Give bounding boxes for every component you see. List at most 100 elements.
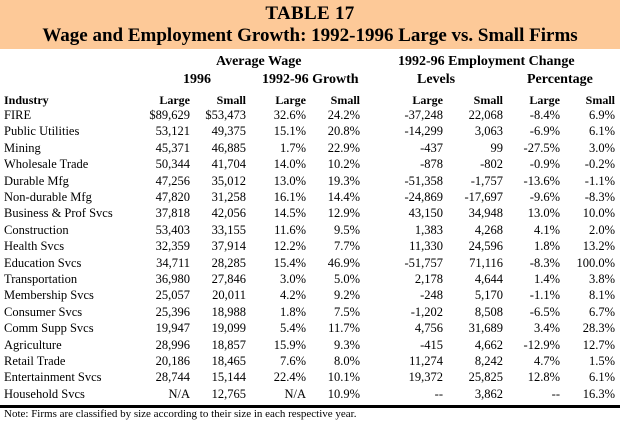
table-row: Wholesale Trade 50,344 41,704 14.0% 10.2% -87… bbox=[0, 157, 620, 174]
levels-large-cell: -878 bbox=[420, 157, 443, 172]
wage-small-cell: 15,144 bbox=[211, 370, 246, 385]
levels-small-cell: 31,689 bbox=[468, 321, 503, 336]
growth-large-cell: 15.9% bbox=[273, 337, 306, 352]
industry-cell: Business & Prof Svcs bbox=[4, 206, 113, 221]
levels-large-cell: -415 bbox=[420, 337, 443, 352]
wage-small-cell: 35,012 bbox=[211, 173, 246, 188]
wage-large-cell: 45,371 bbox=[155, 140, 190, 155]
bottom-rule bbox=[0, 405, 620, 408]
pct-small-cell: 13.2% bbox=[582, 239, 615, 254]
levels-small-cell: 4,644 bbox=[474, 272, 503, 286]
pct-small-cell: 2.0% bbox=[588, 222, 615, 237]
wage-small-cell: 42,056 bbox=[211, 206, 246, 221]
levels-small-cell: 4,662 bbox=[474, 337, 503, 352]
pct-large-cell: -- bbox=[551, 386, 560, 401]
levels-large-cell: 4,756 bbox=[414, 321, 443, 336]
table-row: Entertainment Svcs 28,744 15,144 22.4% 10.1%… bbox=[0, 370, 620, 387]
table-row: Agriculture 28,996 18,857 15.9% 9.3% -415 4,66… bbox=[0, 338, 620, 355]
wage-small-cell: 18,465 bbox=[211, 354, 246, 368]
wage-large-cell: 53,403 bbox=[155, 222, 190, 237]
column-header-wage-small: Small bbox=[216, 93, 246, 107]
wage-large-cell: 36,980 bbox=[155, 272, 190, 286]
growth-large-cell: 4.2% bbox=[279, 288, 306, 303]
levels-small-cell: -1,757 bbox=[470, 173, 503, 188]
pct-large-cell: -9.6% bbox=[529, 190, 560, 204]
header-employment-change: 1992-96 Employment Change bbox=[398, 54, 575, 69]
growth-small-cell: 19.3% bbox=[327, 173, 360, 188]
wage-large-cell: 25,057 bbox=[155, 288, 190, 303]
industry-cell: Comm Supp Svcs bbox=[4, 321, 94, 336]
pct-large-cell: -12.9% bbox=[523, 337, 560, 352]
growth-small-cell: 20.8% bbox=[327, 124, 360, 139]
pct-small-cell: -1.1% bbox=[584, 173, 615, 188]
column-header-wage-large: Large bbox=[159, 93, 190, 107]
levels-large-cell: -14,299 bbox=[404, 124, 443, 139]
pct-small-cell: -0.2% bbox=[584, 157, 615, 172]
industry-cell: Health Svcs bbox=[4, 239, 65, 254]
pct-large-cell: -0.9% bbox=[529, 157, 560, 172]
pct-large-cell: -8.4% bbox=[529, 108, 560, 122]
levels-large-cell: -1,202 bbox=[410, 304, 443, 319]
wage-small-cell: 49,375 bbox=[211, 124, 246, 139]
wage-small-cell: 41,704 bbox=[211, 157, 246, 172]
header-1996: 1996 bbox=[183, 72, 211, 87]
table-row: Durable Mfg 47,256 35,012 13.0% 19.3% -51,358… bbox=[0, 174, 620, 191]
growth-large-cell: N/A bbox=[284, 386, 306, 401]
table-row: Business & Prof Svcs 37,818 42,056 14.5% 12.… bbox=[0, 206, 620, 223]
pct-large-cell: 13.0% bbox=[527, 206, 560, 221]
table-row: FIRE $89,629 $53,473 32.6% 24.2% -37,248 22,06… bbox=[0, 108, 620, 125]
growth-small-cell: 12.9% bbox=[327, 206, 360, 221]
growth-small-cell: 24.2% bbox=[327, 108, 360, 122]
header-levels: Levels bbox=[417, 72, 456, 87]
growth-small-cell: 7.5% bbox=[333, 304, 360, 319]
pct-small-cell: 28.3% bbox=[582, 321, 615, 336]
table-row: Household Svcs N/A 12,765 N/A 10.9% -- 3,862 --… bbox=[0, 387, 620, 404]
growth-small-cell: 10.1% bbox=[327, 370, 360, 385]
wage-small-cell: 20,011 bbox=[212, 288, 246, 303]
table-row: Mining 45,371 46,885 1.7% 22.9% -437 99 -27.5% 3… bbox=[0, 141, 620, 158]
table-row: Health Svcs 32,359 37,914 12.2% 7.7% 11,330 24… bbox=[0, 239, 620, 256]
levels-large-cell: -248 bbox=[420, 288, 443, 303]
growth-small-cell: 14.4% bbox=[327, 190, 360, 204]
pct-small-cell: 3.0% bbox=[588, 140, 615, 155]
table-row: Comm Supp Svcs 19,947 19,099 5.4% 11.7% 4,756… bbox=[0, 321, 620, 338]
levels-small-cell: -17,697 bbox=[464, 190, 503, 204]
growth-large-cell: 22.4% bbox=[273, 370, 306, 385]
header-average-wage: Average Wage bbox=[216, 54, 302, 69]
pct-large-cell: -1.1% bbox=[529, 288, 560, 303]
column-header-levels-small: Small bbox=[473, 93, 503, 107]
column-header-growth-small: Small bbox=[330, 93, 360, 107]
column-header-industry: Industry bbox=[4, 93, 49, 107]
wage-small-cell: 46,885 bbox=[211, 140, 246, 155]
growth-small-cell: 5.0% bbox=[333, 272, 360, 286]
levels-large-cell: -37,248 bbox=[404, 108, 443, 122]
pct-large-cell: 12.8% bbox=[527, 370, 560, 385]
pct-large-cell: -13.6% bbox=[523, 173, 560, 188]
wage-large-cell: 28,996 bbox=[155, 337, 190, 352]
pct-small-cell: 3.8% bbox=[588, 272, 615, 286]
levels-small-cell: -802 bbox=[480, 157, 503, 172]
wage-small-cell: 37,914 bbox=[211, 239, 246, 254]
pct-large-cell: -6.9% bbox=[529, 124, 560, 139]
industry-cell: Membership Svcs bbox=[4, 288, 94, 303]
table-row: Public Utilities 53,121 49,375 15.1% 20.8% -1… bbox=[0, 124, 620, 141]
growth-large-cell: 11.6% bbox=[274, 222, 306, 237]
wage-small-cell: 33,155 bbox=[211, 222, 246, 237]
industry-cell: Construction bbox=[4, 222, 69, 237]
wage-large-cell: $89,629 bbox=[149, 108, 190, 122]
growth-large-cell: 1.7% bbox=[279, 140, 306, 155]
levels-small-cell: 8,242 bbox=[474, 354, 503, 368]
growth-small-cell: 11.7% bbox=[328, 321, 360, 336]
growth-large-cell: 5.4% bbox=[279, 321, 306, 336]
levels-small-cell: 8,508 bbox=[474, 304, 503, 319]
growth-large-cell: 1.8% bbox=[279, 304, 306, 319]
growth-large-cell: 13.0% bbox=[273, 173, 306, 188]
industry-cell: Public Utilities bbox=[4, 124, 80, 139]
wage-small-cell: 19,099 bbox=[211, 321, 246, 336]
growth-large-cell: 15.1% bbox=[273, 124, 306, 139]
growth-large-cell: 14.5% bbox=[273, 206, 306, 221]
levels-large-cell: -- bbox=[434, 386, 443, 401]
wage-large-cell: N/A bbox=[168, 386, 190, 401]
column-header-growth-large: Large bbox=[275, 93, 306, 107]
growth-small-cell: 8.0% bbox=[333, 354, 360, 368]
